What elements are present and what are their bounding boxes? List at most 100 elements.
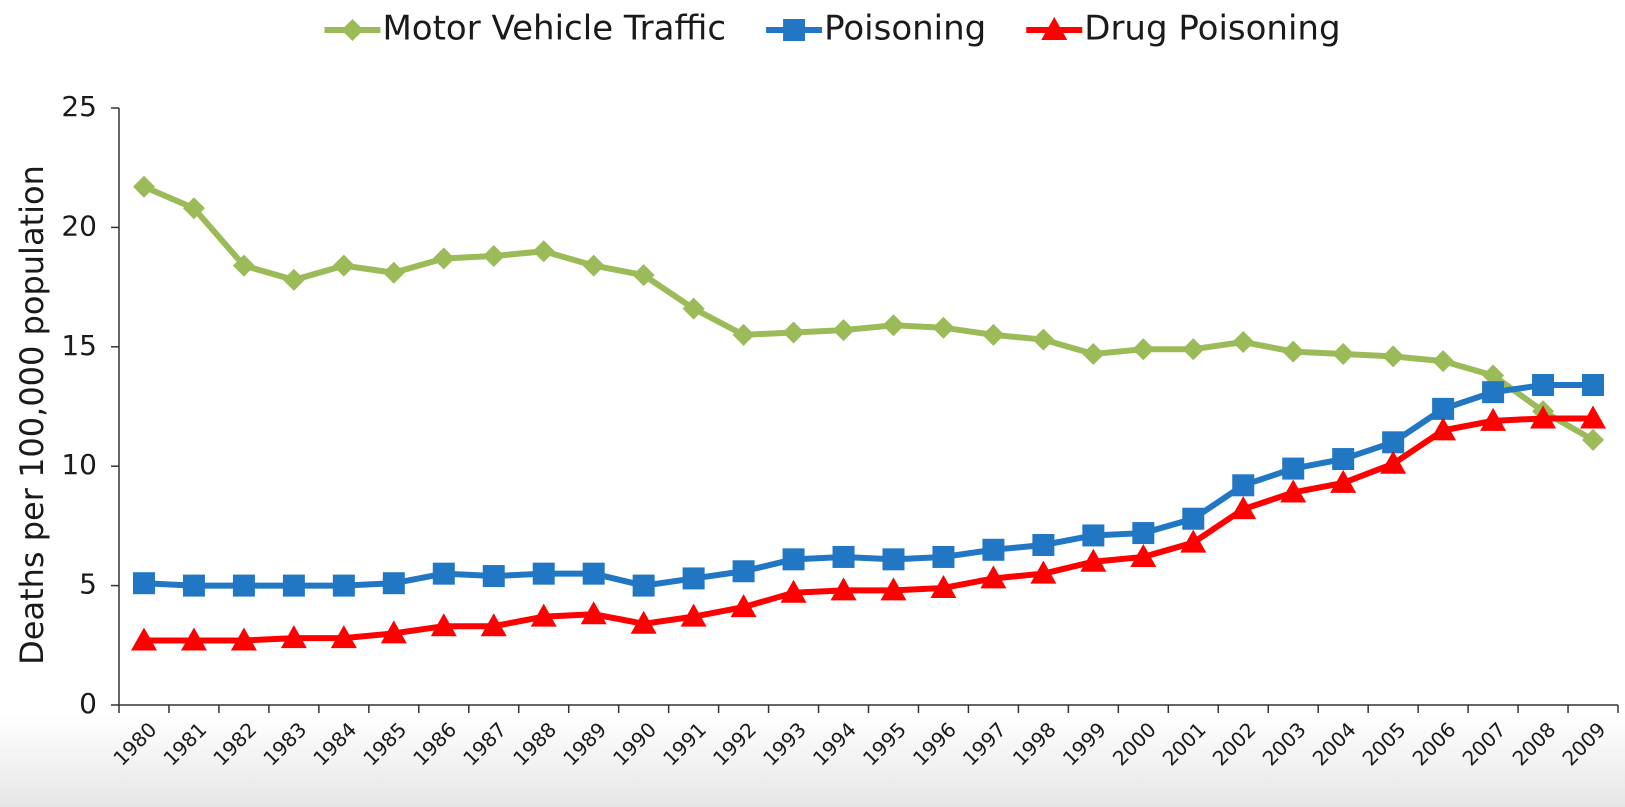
marker-triangle [1480, 407, 1507, 431]
marker-diamond [1382, 345, 1405, 368]
marker-diamond [332, 254, 355, 277]
legend-item: Drug Poisoning [1026, 9, 1341, 49]
marker-square [582, 562, 605, 585]
marker-triangle [1030, 560, 1057, 584]
series-line [143, 415, 1594, 644]
marker-diamond [1582, 428, 1605, 451]
legend: Motor Vehicle Traffic Poisoning Drug Poiso… [324, 9, 1341, 49]
marker-diamond [1182, 338, 1205, 361]
marker-triangle [1180, 529, 1207, 553]
y-tick-label: 20 [61, 209, 97, 242]
marker-triangle [180, 627, 207, 651]
marker-diamond [882, 314, 905, 337]
marker-square [882, 548, 905, 571]
marker-square [1282, 457, 1305, 480]
footer-band [0, 715, 1625, 807]
marker-square [782, 548, 805, 571]
marker-triangle [780, 579, 807, 603]
marker-square [1082, 524, 1105, 547]
legend-item: Poisoning [766, 9, 986, 49]
legend-label: Motor Vehicle Traffic [382, 9, 726, 49]
series-line [142, 184, 1595, 443]
marker-triangle [230, 627, 257, 651]
marker-square [482, 565, 505, 588]
marker-triangle [1330, 469, 1357, 493]
marker-square [1132, 522, 1155, 545]
marker-diamond [1482, 364, 1505, 387]
marker-square [382, 572, 405, 595]
y-tick-label: 25 [61, 90, 97, 123]
marker-diamond [932, 316, 955, 339]
marker-square [1332, 448, 1355, 471]
marker-diamond [1082, 342, 1105, 365]
marker-triangle [580, 601, 607, 625]
marker-diamond [1032, 328, 1055, 351]
y-tick-label: 5 [79, 568, 97, 601]
marker-triangle [380, 620, 407, 644]
marker-square [932, 545, 955, 568]
marker-square [1182, 507, 1205, 530]
marker-square [132, 572, 155, 595]
marker-diamond [532, 240, 555, 263]
marker-triangle [1580, 405, 1607, 429]
marker-triangle [1230, 496, 1257, 520]
marker-triangle [1380, 450, 1407, 474]
marker-triangle [1530, 405, 1557, 429]
marker-diamond [382, 261, 405, 284]
marker-square [182, 574, 205, 597]
marker-triangle [830, 577, 857, 601]
y-axis-label: Deaths per 100,000 population [13, 165, 51, 665]
marker-diamond [1282, 340, 1305, 363]
marker-diamond [1132, 338, 1155, 361]
marker-square [732, 560, 755, 583]
marker-square [432, 562, 455, 585]
marker-triangle [1280, 479, 1307, 503]
marker-diamond [341, 19, 364, 41]
marker-diamond [1432, 350, 1455, 373]
marker-triangle [130, 627, 157, 651]
y-tick-label: 10 [61, 448, 97, 481]
marker-diamond [982, 323, 1005, 346]
marker-diamond [632, 264, 655, 287]
y-tick-label: 0 [79, 687, 97, 720]
legend-item: Motor Vehicle Traffic [324, 9, 726, 49]
marker-triangle [1080, 548, 1107, 572]
marker-diamond [682, 297, 705, 320]
marker-diamond [482, 245, 505, 268]
y-tick-label: 15 [61, 329, 97, 362]
marker-diamond [282, 268, 305, 291]
marker-diamond [732, 323, 755, 346]
marker-square [1582, 374, 1605, 397]
marker-square [982, 538, 1005, 561]
marker-square [532, 562, 555, 585]
marker-triangle [680, 603, 707, 627]
marker-diamond [1332, 342, 1355, 365]
marker-triangle [1041, 17, 1068, 40]
marker-triangle [1130, 543, 1157, 567]
legend-label: Poisoning [824, 9, 986, 49]
marker-triangle [530, 603, 557, 627]
marker-square [1382, 431, 1405, 454]
marker-diamond [432, 247, 455, 270]
series-line [143, 382, 1594, 589]
marker-square [832, 545, 855, 568]
marker-triangle [480, 613, 507, 637]
marker-square [682, 567, 705, 590]
marker-diamond [232, 254, 255, 277]
legend-label: Drug Poisoning [1084, 9, 1340, 49]
marker-triangle [730, 594, 757, 618]
marker-diamond [182, 197, 205, 220]
marker-diamond [832, 319, 855, 342]
marker-square [1032, 534, 1055, 557]
marker-square [1532, 374, 1555, 397]
marker-square [1482, 381, 1505, 404]
marker-square [232, 574, 255, 597]
marker-triangle [980, 565, 1007, 589]
marker-square [1232, 474, 1255, 497]
marker-triangle [430, 613, 457, 637]
marker-square [632, 574, 655, 597]
marker-triangle [930, 574, 957, 598]
marker-square [282, 574, 305, 597]
marker-diamond [132, 175, 155, 198]
